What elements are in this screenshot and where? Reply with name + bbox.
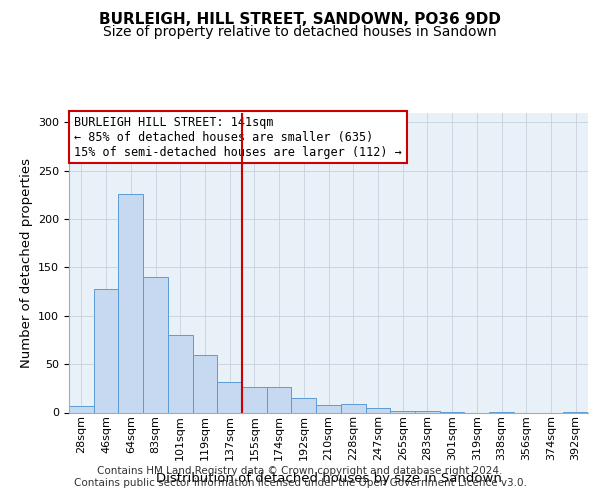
Text: BURLEIGH, HILL STREET, SANDOWN, PO36 9DD: BURLEIGH, HILL STREET, SANDOWN, PO36 9DD xyxy=(99,12,501,28)
Bar xyxy=(242,388,267,412)
Bar xyxy=(193,356,217,412)
Text: Size of property relative to detached houses in Sandown: Size of property relative to detached ho… xyxy=(103,25,497,39)
Bar xyxy=(118,194,143,412)
Bar xyxy=(69,406,94,412)
Bar xyxy=(365,408,390,412)
Bar xyxy=(415,410,440,412)
Bar xyxy=(143,277,168,412)
Text: Contains HM Land Registry data © Crown copyright and database right 2024.: Contains HM Land Registry data © Crown c… xyxy=(97,466,503,476)
Bar xyxy=(292,398,316,412)
Bar xyxy=(341,404,365,412)
Y-axis label: Number of detached properties: Number of detached properties xyxy=(20,158,32,368)
Bar xyxy=(316,405,341,412)
Text: Contains public sector information licensed under the Open Government Licence v3: Contains public sector information licen… xyxy=(74,478,526,488)
Bar xyxy=(217,382,242,412)
Bar xyxy=(267,388,292,412)
Text: BURLEIGH HILL STREET: 141sqm
← 85% of detached houses are smaller (635)
15% of s: BURLEIGH HILL STREET: 141sqm ← 85% of de… xyxy=(74,116,402,158)
X-axis label: Distribution of detached houses by size in Sandown: Distribution of detached houses by size … xyxy=(155,472,502,484)
Bar xyxy=(168,335,193,412)
Bar xyxy=(390,410,415,412)
Bar xyxy=(94,288,118,412)
